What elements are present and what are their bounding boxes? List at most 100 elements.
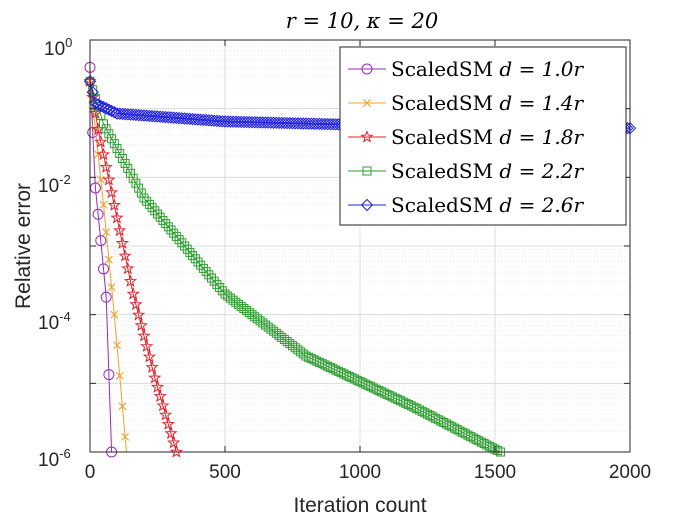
marker-diamond	[132, 108, 145, 122]
marker-star	[105, 185, 119, 199]
marker-diamond	[140, 109, 153, 122]
marker-square	[158, 215, 168, 225]
marker-square	[115, 149, 125, 159]
tick-marks	[89, 39, 631, 453]
marker-diamond	[221, 115, 234, 128]
marker-square	[198, 263, 208, 273]
y-tick-base: 10	[38, 176, 59, 197]
marker-diamond	[313, 117, 326, 131]
marker-star	[153, 389, 167, 403]
marker-x	[113, 341, 121, 350]
marker-diamond	[162, 111, 175, 124]
x-tick-label: 0	[85, 462, 96, 483]
x-tick-label: 1000	[339, 462, 381, 483]
marker-star	[126, 287, 140, 300]
legend-entry: ScaledSM d = 1.8r	[348, 125, 584, 149]
marker-square	[147, 203, 157, 213]
marker-star	[99, 160, 113, 173]
marker-star	[94, 135, 108, 148]
marker-square	[493, 446, 503, 456]
marker-diamond	[183, 112, 197, 126]
marker-star	[137, 329, 151, 342]
legend-label-value: d = 2.6r	[499, 193, 584, 217]
marker-diamond	[118, 107, 132, 121]
marker-x	[104, 255, 113, 264]
marker-diamond	[121, 108, 135, 121]
marker-x	[96, 175, 105, 184]
marker-star	[167, 435, 181, 449]
y-tick-exponent: -6	[59, 446, 71, 461]
marker-square	[196, 260, 206, 270]
marker-diamond	[275, 116, 288, 130]
marker-square	[150, 206, 160, 216]
marker-star	[132, 308, 146, 321]
marker-diamond	[243, 115, 256, 129]
marker-star	[148, 370, 162, 384]
marker-star	[360, 130, 374, 143]
y-tick-base: 10	[38, 450, 59, 471]
marker-diamond	[210, 114, 224, 128]
marker-diamond	[175, 112, 189, 125]
marker-diamond	[113, 107, 126, 120]
x-tick-label: 500	[209, 462, 241, 483]
marker-x	[115, 371, 124, 380]
marker-x	[121, 432, 130, 441]
marker-circle	[100, 291, 112, 303]
chart-title: r = 10, κ = 20	[286, 9, 439, 33]
marker-square	[142, 196, 152, 206]
marker-star	[123, 274, 138, 287]
marker-diamond	[234, 115, 248, 129]
series-4	[85, 76, 505, 457]
legend-label-name: ScaledSM	[391, 193, 499, 217]
legend-label-name: ScaledSM	[391, 125, 499, 149]
marker-diamond	[186, 112, 199, 126]
marker-diamond	[326, 118, 340, 131]
y-tick-label: 100	[44, 35, 72, 60]
legend-label-name: ScaledSM	[391, 57, 499, 81]
marker-square	[126, 168, 135, 178]
marker-diamond	[248, 116, 261, 129]
marker-diamond	[224, 115, 237, 128]
marker-star	[145, 360, 159, 374]
marker-square	[155, 212, 165, 222]
marker-square	[188, 251, 198, 261]
marker-diamond	[86, 86, 99, 99]
marker-diamond	[315, 117, 329, 131]
marker-diamond	[286, 117, 299, 130]
marker-square	[193, 257, 203, 267]
y-tick-label: 10-4	[38, 309, 71, 334]
y-tick-labels: 100 10-2 10-4 10-6	[38, 35, 72, 471]
marker-diamond	[153, 110, 167, 123]
marker-star	[161, 417, 175, 430]
marker-square	[215, 283, 225, 293]
marker-diamond	[110, 107, 124, 120]
marker-x	[102, 228, 111, 237]
marker-star	[115, 236, 129, 249]
marker-diamond	[280, 116, 294, 130]
marker-diamond	[251, 116, 264, 129]
marker-diamond	[164, 111, 178, 124]
marker-star	[118, 249, 132, 262]
marker-diamond	[321, 117, 334, 131]
marker-star	[150, 380, 165, 393]
marker-diamond	[297, 117, 310, 130]
marker-star	[169, 445, 183, 458]
marker-square	[182, 244, 192, 254]
marker-diamond	[324, 117, 337, 131]
marker-square	[169, 228, 179, 238]
marker-square	[123, 163, 133, 173]
marker-square	[163, 222, 173, 232]
legend-label: ScaledSM d = 2.2r	[391, 159, 584, 183]
marker-diamond	[135, 109, 148, 122]
marker-square	[128, 173, 138, 183]
marker-square	[112, 144, 122, 154]
x-tick-label: 2000	[609, 462, 651, 483]
marker-square	[204, 270, 214, 280]
marker-diamond	[151, 110, 164, 123]
marker-square	[190, 254, 200, 264]
marker-diamond	[205, 114, 218, 127]
marker-diamond	[318, 117, 332, 131]
